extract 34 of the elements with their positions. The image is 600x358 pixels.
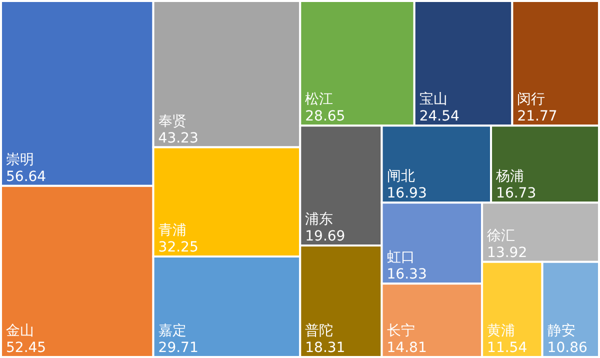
data-label: 56.64 <box>6 168 46 185</box>
category-label: 崇明 <box>6 152 34 168</box>
category-label: 松江 <box>305 92 334 108</box>
category-label: 奉贤 <box>158 113 186 130</box>
category-label: 嘉定 <box>158 323 186 339</box>
data-label: 16.33 <box>386 266 427 283</box>
data-label: 13.92 <box>487 244 528 261</box>
category-label: 长宁 <box>386 323 415 339</box>
data-label: 29.71 <box>158 340 198 356</box>
data-label: 19.69 <box>305 228 346 245</box>
data-label: 24.54 <box>419 108 460 125</box>
data-label: 10.86 <box>547 340 588 356</box>
data-label: 11.54 <box>487 340 528 356</box>
category-label: 徐汇 <box>487 228 516 244</box>
data-label: 32.25 <box>158 239 198 256</box>
category-label: 浦东 <box>305 212 334 228</box>
data-label: 16.73 <box>496 186 536 202</box>
category-label: 杨浦 <box>495 168 524 185</box>
data-label: 16.93 <box>386 186 427 202</box>
data-label: 14.81 <box>386 340 427 356</box>
data-label: 43.23 <box>158 130 198 146</box>
category-label: 闸北 <box>386 168 415 185</box>
category-label: 金山 <box>6 323 34 339</box>
data-label: 21.77 <box>517 108 558 125</box>
data-label: 28.65 <box>305 108 346 125</box>
category-label: 青浦 <box>158 222 186 238</box>
data-label: 52.45 <box>6 340 46 356</box>
category-label: 虹口 <box>386 250 415 266</box>
category-label: 普陀 <box>305 322 334 339</box>
category-label: 闵行 <box>517 92 546 108</box>
category-label: 宝山 <box>419 92 448 108</box>
data-label: 18.31 <box>305 340 346 356</box>
category-label: 黄浦 <box>487 323 516 339</box>
category-label: 静安 <box>547 323 576 339</box>
